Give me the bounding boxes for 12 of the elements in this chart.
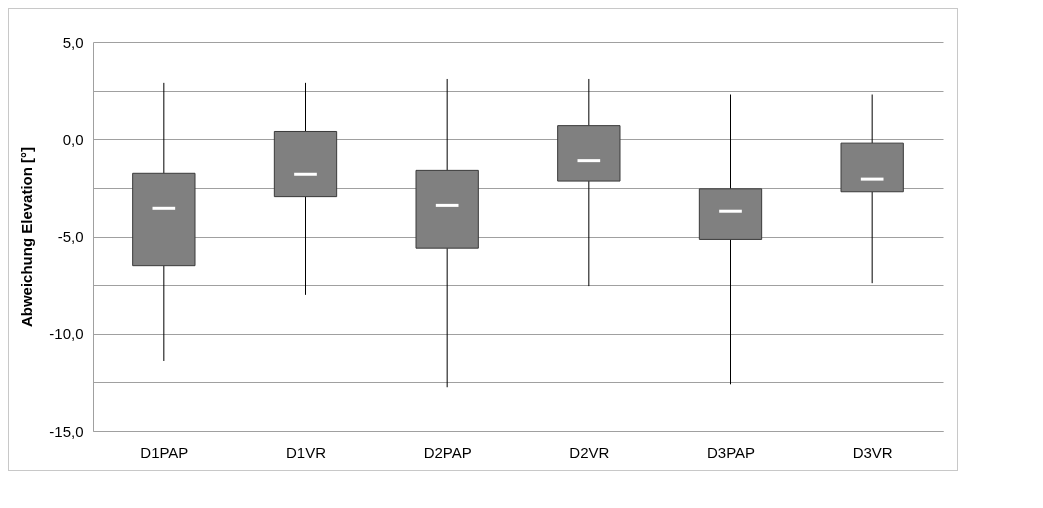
y-tick-label: -10,0 xyxy=(49,325,84,343)
x-tick-label: D1PAP xyxy=(140,443,189,461)
x-tick-label: D2VR xyxy=(569,443,610,461)
y-tick-label: -15,0 xyxy=(49,422,84,440)
x-tick-label: D2PAP xyxy=(423,443,472,461)
x-tick-label: D3VR xyxy=(852,443,893,461)
x-tick-label: D1VR xyxy=(285,443,327,461)
y-tick-label: 0,0 xyxy=(62,130,84,148)
y-tick-label: -5,0 xyxy=(57,228,84,245)
x-tick-label: D3PAP xyxy=(706,443,756,461)
y-tick-label: 5,0 xyxy=(62,33,84,51)
y-axis-title: Abweichung Elevation [°] xyxy=(18,146,36,328)
